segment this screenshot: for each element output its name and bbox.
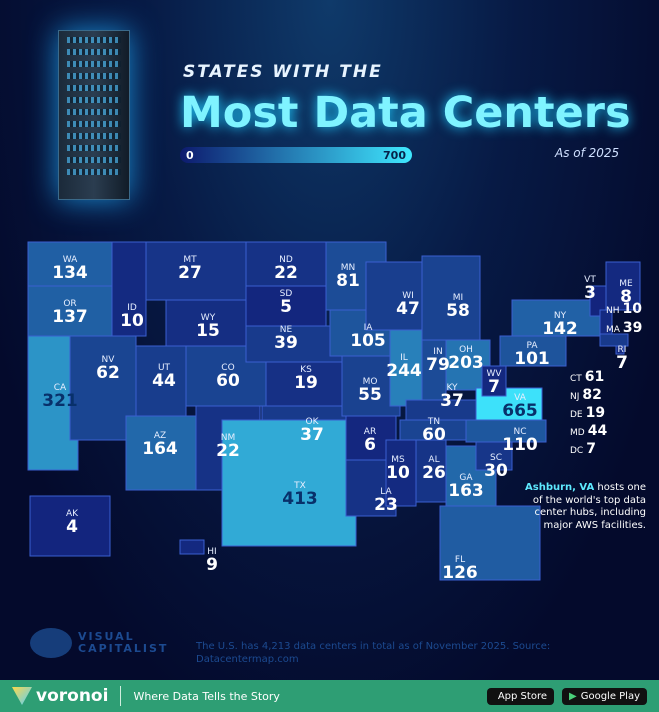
annotation-note: Ashburn, VA hosts one of the world's top…: [516, 482, 646, 532]
state-label-md: MD 44: [570, 423, 608, 439]
us-map: [27, 241, 641, 581]
divider: [120, 686, 122, 706]
source-text: The U.S. has 4,213 data centers in total…: [196, 641, 551, 665]
state-value: 10: [622, 301, 642, 317]
state-value: 44: [587, 423, 608, 439]
vc-logo-icon: [30, 628, 72, 658]
state-nv: [69, 335, 137, 441]
state-pa: [499, 335, 567, 367]
state-label-ma: MA 39: [606, 320, 643, 336]
state-wa: [27, 241, 113, 287]
state-code: DE: [570, 410, 583, 420]
state-code: MA: [606, 325, 620, 335]
state-il: [389, 329, 423, 407]
state-ri: [615, 345, 625, 355]
state-id: [111, 241, 147, 337]
title-kicker: STATES WITH THE: [183, 62, 383, 82]
note-highlight: Ashburn, VA: [525, 482, 595, 493]
state-code: NJ: [570, 392, 580, 402]
state-value: 19: [585, 405, 606, 421]
legend-min: 0: [186, 148, 194, 162]
google-play-label: Google Play: [580, 690, 640, 702]
state-label-de: DE 19: [570, 405, 606, 421]
tagline: Where Data Tells the Story: [133, 689, 280, 703]
state-value: 39: [622, 320, 643, 336]
google-play-button[interactable]: ▶ Google Play: [562, 687, 647, 705]
voronoi-logo-icon: [12, 687, 32, 705]
note-text: hosts one of the world's top data center…: [532, 482, 646, 531]
state-code: NH: [606, 306, 620, 316]
as-of-label: As of 2025: [555, 146, 620, 160]
state-ky: [405, 399, 477, 423]
state-oh: [445, 339, 491, 391]
page-title: Most Data Centers: [180, 88, 631, 138]
state-mt: [145, 241, 247, 301]
state-label-dc: DC 7: [570, 441, 596, 457]
state-wy: [165, 299, 247, 347]
state-value: 61: [584, 369, 605, 385]
state-ks: [265, 361, 347, 407]
state-ny: [511, 299, 603, 337]
state-ms: [385, 439, 417, 507]
state-code: DC: [570, 446, 584, 456]
state-value: 82: [582, 387, 602, 403]
state-label-nh: NH 10: [606, 301, 642, 317]
app-store-button[interactable]: App Store: [486, 687, 554, 705]
state-or: [27, 285, 113, 337]
state-ne: [245, 325, 343, 363]
footer-bar: voronoi Where Data Tells the Story App S…: [0, 680, 659, 712]
state-code: CT: [570, 374, 582, 384]
vc-line1: VISUAL: [78, 629, 135, 643]
state-nc: [465, 419, 547, 443]
state-value: 7: [586, 441, 596, 457]
state-tn: [399, 419, 477, 441]
legend-max: 700: [383, 148, 406, 162]
state-ut: [135, 345, 187, 417]
app-store-label: App Store: [497, 690, 547, 702]
state-ak: [29, 495, 111, 557]
play-icon: ▶: [569, 690, 577, 702]
state-fl: [439, 505, 541, 581]
state-in: [421, 339, 447, 401]
state-ma: [599, 333, 629, 347]
state-label-ct: CT 61: [570, 369, 605, 385]
visual-capitalist-logo: VISUAL CAPITALIST: [30, 628, 168, 658]
state-code: MD: [570, 428, 585, 438]
state-sd: [245, 285, 327, 327]
state-me: [605, 261, 641, 311]
state-hi: [179, 539, 205, 555]
vc-line2: CAPITALIST: [78, 642, 169, 655]
state-al: [415, 439, 447, 503]
state-az: [125, 415, 197, 491]
state-wi: [365, 261, 423, 331]
state-sc: [475, 439, 513, 471]
voronoi-brand[interactable]: voronoi: [36, 686, 109, 706]
state-label-nj: NJ 82: [570, 387, 602, 403]
state-nd: [245, 241, 327, 287]
state-tx: [221, 419, 357, 547]
color-legend: 0 700: [180, 147, 412, 163]
state-mi: [421, 255, 481, 341]
server-rack-image: [58, 30, 130, 200]
state-wv: [481, 365, 507, 397]
